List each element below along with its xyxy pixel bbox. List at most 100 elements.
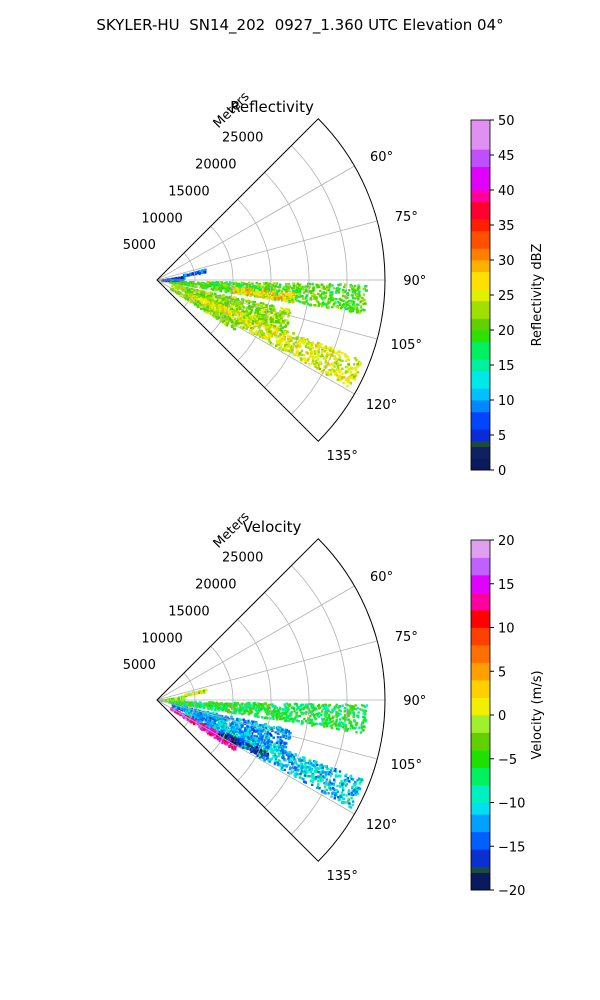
echo-pixel xyxy=(288,339,291,343)
echo-pixel xyxy=(233,707,237,711)
echo-pixel xyxy=(240,281,243,284)
echo-pixel xyxy=(201,269,204,272)
echo-pixel xyxy=(254,709,257,712)
echo-pixel xyxy=(296,282,299,285)
echo-pixel xyxy=(362,725,366,728)
echo-pixel xyxy=(304,706,307,709)
echo-pixel xyxy=(321,769,325,772)
echo-pixel xyxy=(284,706,287,709)
echo-pixel xyxy=(338,298,341,301)
echo-pixel xyxy=(229,290,232,293)
echo-pixel xyxy=(320,713,323,717)
echo-pixel xyxy=(264,311,268,314)
echo-pixel xyxy=(189,281,192,284)
echo-pixel xyxy=(267,712,271,715)
echo-pixel xyxy=(356,789,359,792)
echo-pixel xyxy=(196,298,199,301)
echo-pixel xyxy=(269,334,272,337)
echo-pixel xyxy=(267,707,270,710)
echo-pixel xyxy=(313,778,316,781)
echo-pixel xyxy=(346,355,349,358)
echo-pixel xyxy=(306,345,309,348)
echo-pixel xyxy=(351,377,355,380)
echo-pixel xyxy=(254,292,257,295)
echo-pixel xyxy=(181,286,184,289)
colorbar-segment xyxy=(471,125,490,133)
echo-pixel xyxy=(196,303,200,306)
azimuth-tick-label: 60° xyxy=(370,150,393,165)
echo-pixel xyxy=(272,755,275,758)
echo-pixel xyxy=(306,775,309,778)
echo-pixel xyxy=(212,312,215,315)
echo-pixel xyxy=(264,727,267,730)
echo-pixel xyxy=(333,361,336,365)
echo-pixel xyxy=(358,782,361,785)
echo-pixel xyxy=(269,296,272,300)
echo-pixel xyxy=(288,299,291,302)
echo-pixel xyxy=(207,291,211,295)
echo-pixel xyxy=(249,311,252,314)
echo-pixel xyxy=(240,724,243,727)
echo-pixel xyxy=(340,721,343,724)
echo-pixel xyxy=(353,301,356,304)
echo-pixel xyxy=(270,289,273,292)
echo-pixel xyxy=(220,312,223,315)
echo-pixel xyxy=(337,728,340,731)
echo-pixel xyxy=(203,712,207,715)
echo-pixel xyxy=(328,354,331,357)
echo-pixel xyxy=(234,296,237,300)
echo-pixel xyxy=(340,377,344,380)
echo-pixel xyxy=(272,736,275,739)
echo-pixel xyxy=(270,319,274,322)
echo-pixel xyxy=(246,730,249,733)
echo-pixel xyxy=(222,283,226,287)
colorbar-segment xyxy=(471,429,490,436)
echo-pixel xyxy=(328,364,331,367)
echo-pixel xyxy=(279,715,282,718)
echo-pixel xyxy=(185,294,188,298)
echo-pixel xyxy=(294,354,297,357)
echo-pixel xyxy=(298,290,302,293)
echo-pixel xyxy=(314,717,317,720)
echo-pixel xyxy=(352,302,355,305)
echo-pixel xyxy=(325,306,329,309)
echo-pixel xyxy=(266,282,269,285)
echo-pixel xyxy=(290,339,293,342)
echo-pixel xyxy=(295,291,298,294)
echo-pixel xyxy=(258,728,261,731)
echo-pixel xyxy=(312,289,315,292)
echo-pixel xyxy=(247,293,250,296)
echo-pixel xyxy=(328,301,332,304)
echo-pixel xyxy=(214,316,218,319)
echo-pixel xyxy=(231,298,235,301)
colorbar-segment xyxy=(471,283,490,290)
echo-pixel xyxy=(273,714,276,717)
echo-pixel xyxy=(347,790,350,793)
echo-pixel xyxy=(259,288,262,291)
echo-pixel xyxy=(353,291,356,294)
echo-pixel xyxy=(249,288,252,291)
echo-pixel xyxy=(356,714,359,717)
echo-pixel xyxy=(363,298,366,301)
echo-pixel xyxy=(310,718,314,721)
echo-pixel xyxy=(362,712,365,715)
echo-pixel xyxy=(242,282,246,285)
echo-pixel xyxy=(278,747,281,751)
echo-pixel xyxy=(291,351,294,354)
echo-pixel xyxy=(338,721,342,724)
echo-pixel xyxy=(198,716,201,720)
echo-pixel xyxy=(240,325,243,328)
echo-pixel xyxy=(222,311,225,314)
echo-pixel xyxy=(356,371,360,374)
echo-pixel xyxy=(283,703,286,706)
echo-pixel xyxy=(189,272,192,276)
echo-pixel xyxy=(173,705,176,708)
echo-pixel xyxy=(253,300,257,304)
echo-pixel xyxy=(326,770,329,774)
echo-pixel xyxy=(327,709,330,712)
echo-pixel xyxy=(255,304,258,308)
echo-pixel xyxy=(251,707,254,710)
echo-pixel xyxy=(236,724,239,727)
echo-pixel xyxy=(314,294,317,297)
echo-pixel xyxy=(321,305,324,308)
